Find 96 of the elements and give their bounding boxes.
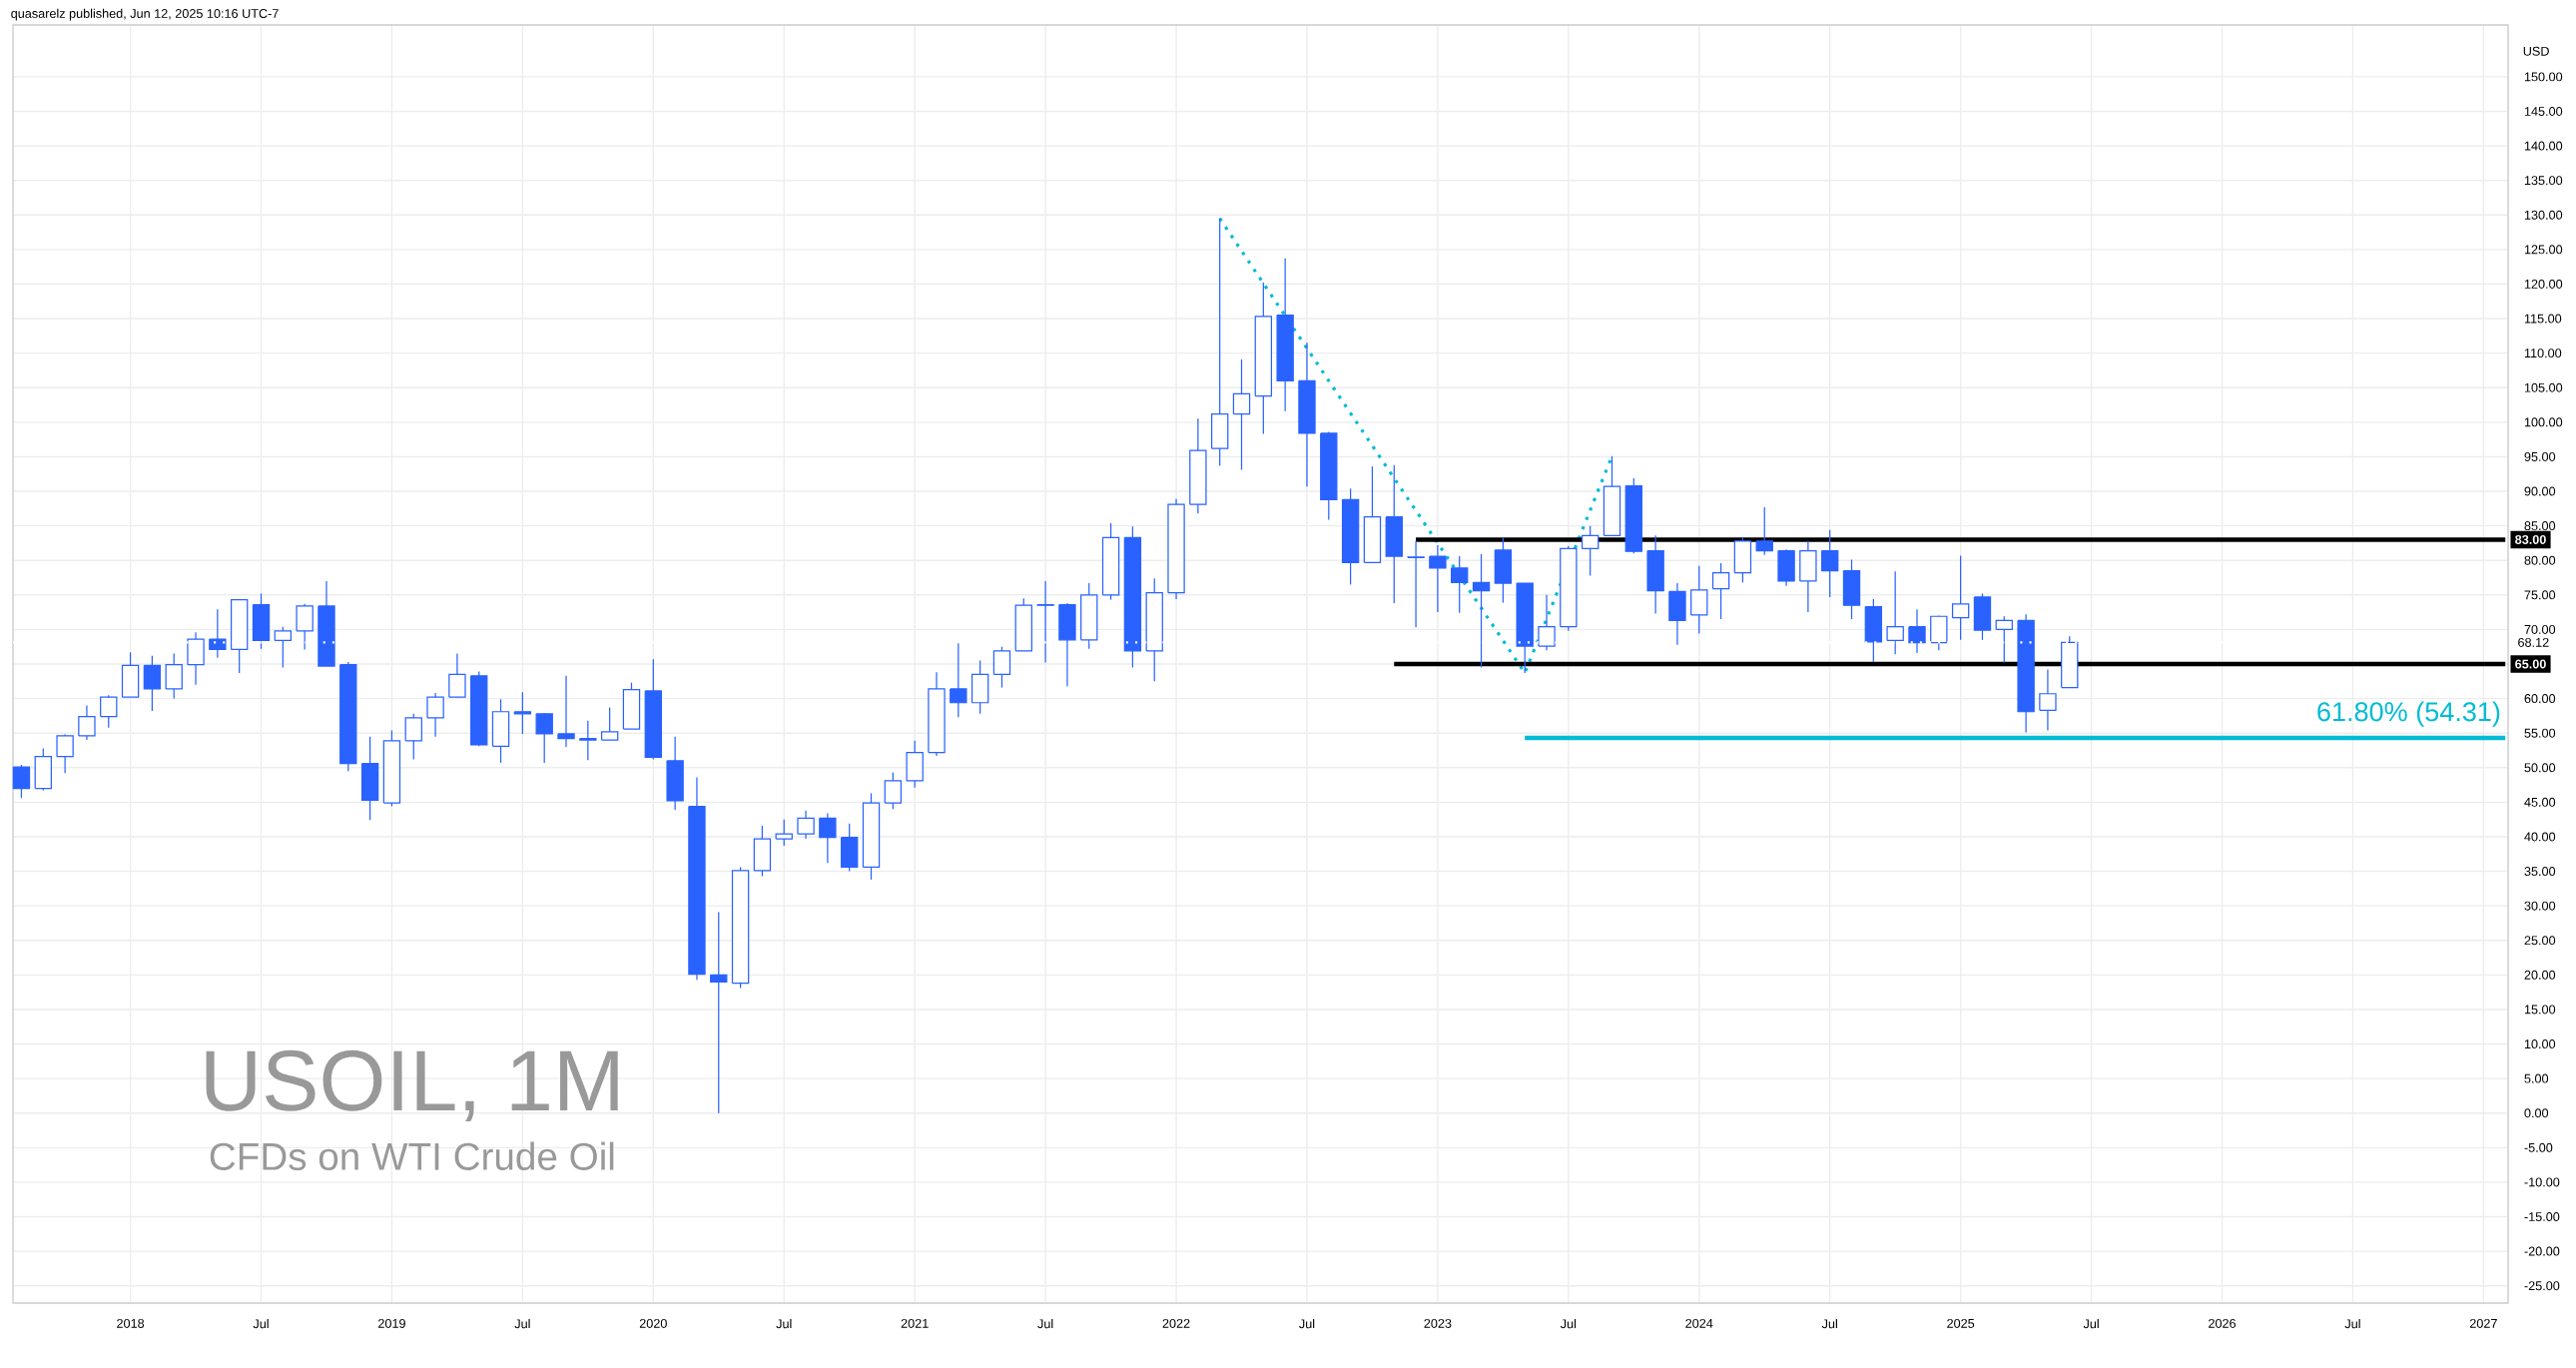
candlestick: [1908, 608, 1926, 654]
x-tick-label: Jul: [514, 1318, 530, 1329]
y-tick-label: 70.00: [2524, 624, 2556, 634]
candlestick: [950, 642, 967, 718]
candlestick: [1232, 358, 1251, 471]
y-tick-label: 50.00: [2524, 763, 2556, 773]
candlestick: [557, 675, 575, 748]
y-tick-label: -25.00: [2524, 1281, 2560, 1291]
candlestick: [884, 772, 903, 810]
series-label: 65.00: [2515, 659, 2546, 669]
x-tick-label: 2020: [639, 1318, 667, 1328]
candlestick: [775, 819, 793, 847]
y-tick-label: 130.00: [2524, 210, 2563, 220]
y-tick-label: -20.00: [2524, 1246, 2560, 1256]
x-tick-label: Jul: [2344, 1318, 2360, 1329]
candlestick: [1429, 544, 1447, 613]
x-tick-label: 2026: [2209, 1318, 2237, 1328]
series-label: 83.00: [2515, 534, 2546, 544]
candlestick: [448, 653, 466, 698]
y-tick-label: 15.00: [2524, 1005, 2556, 1015]
candlestick: [579, 720, 597, 761]
y-tick-label: 140.00: [2524, 141, 2563, 151]
candlestick: [1451, 555, 1469, 614]
y-tick-label: 95.00: [2524, 451, 2556, 461]
y-tick-label: 25.00: [2524, 936, 2556, 946]
candlestick: [535, 712, 553, 764]
x-tick-label: 2019: [378, 1318, 405, 1328]
x-tick-label: 2021: [901, 1318, 929, 1328]
text: quasarelz published, Jun 12, 2025 10:16 UTC-7: [11, 8, 279, 21]
x-tick-label: 2025: [1947, 1318, 1975, 1328]
y-tick-label: 135.00: [2524, 176, 2563, 186]
y-axis-title: USD: [2523, 46, 2549, 56]
x-tick-label: Jul: [1037, 1318, 1053, 1329]
candlestick: [2039, 668, 2057, 732]
x-tick-label: 2022: [1162, 1318, 1190, 1328]
candlestick: [1472, 553, 1491, 669]
candlestick: [56, 733, 74, 774]
x-tick-label: 2023: [1424, 1318, 1452, 1328]
text: USOIL, 1M: [206, 1049, 618, 1121]
y-tick-label: 120.00: [2524, 279, 2563, 289]
candlestick: [1581, 525, 1600, 577]
y-tick-label: 110.00: [2524, 348, 2562, 358]
y-tick-label: 115.00: [2524, 314, 2562, 324]
x-tick-label: Jul: [1821, 1318, 1837, 1329]
annotation: 61.80% (54.31): [2317, 701, 2500, 727]
y-tick-label: 105.00: [2524, 382, 2563, 392]
y-tick-label: 35.00: [2524, 867, 2556, 877]
y-tick-label: 60.00: [2524, 694, 2556, 704]
y-tick-label: 125.00: [2524, 245, 2563, 255]
candlestick: [12, 764, 31, 799]
candlestick: [404, 713, 422, 761]
x-tick-label: Jul: [1560, 1318, 1577, 1329]
y-tick-label: -15.00: [2524, 1212, 2560, 1221]
candlestick: [797, 810, 815, 840]
text: CFDs on WTI Crude Oil: [210, 1141, 614, 1170]
y-tick-label: 30.00: [2524, 901, 2556, 911]
candlestick: [1036, 580, 1054, 664]
y-tick-label: 10.00: [2524, 1039, 2556, 1049]
y-tick-label: 45.00: [2524, 797, 2556, 807]
candlestick: [1711, 562, 1730, 620]
x-tick-label: 2018: [117, 1318, 145, 1328]
y-tick-label: 85.00: [2524, 521, 2556, 531]
x-tick-label: 2024: [1685, 1318, 1713, 1328]
candlestick: [209, 608, 227, 659]
candlestick: [1821, 529, 1839, 598]
y-tick-label: 80.00: [2524, 555, 2556, 565]
y-tick-label: 5.00: [2524, 1073, 2549, 1083]
x-tick-label: Jul: [253, 1318, 269, 1329]
y-tick-label: -10.00: [2524, 1177, 2560, 1187]
y-tick-label: 20.00: [2524, 970, 2556, 980]
candlestick: [1407, 540, 1425, 628]
candlestick: [143, 655, 162, 712]
candlestick: [819, 812, 837, 864]
y-tick-label: -5.00: [2524, 1142, 2553, 1152]
y-tick-label: 0.00: [2524, 1108, 2549, 1118]
y-tick-label: 100.00: [2524, 417, 2563, 427]
y-tick-label: 150.00: [2524, 72, 2563, 82]
y-tick-label: 75.00: [2524, 590, 2556, 600]
candlestick: [513, 691, 532, 735]
y-tick-label: 90.00: [2524, 486, 2556, 496]
candlestick: [100, 694, 118, 729]
x-tick-label: Jul: [2083, 1318, 2099, 1329]
candlestick: [600, 706, 619, 741]
y-tick-label: 145.00: [2524, 106, 2563, 116]
x-tick-label: Jul: [776, 1318, 792, 1329]
candlestick: [1755, 506, 1773, 556]
ref-line-label: 68.12: [2518, 637, 2549, 647]
candlestick: [710, 911, 728, 1114]
x-tick-label: Jul: [1299, 1318, 1315, 1329]
candlestick: [78, 704, 96, 741]
y-tick-label: 55.00: [2524, 728, 2556, 738]
candlestick: [992, 646, 1011, 689]
x-tick-label: 2027: [2469, 1318, 2497, 1328]
candlestick: [426, 692, 444, 738]
y-tick-label: 40.00: [2524, 832, 2556, 842]
candlestick: [1951, 554, 1970, 641]
